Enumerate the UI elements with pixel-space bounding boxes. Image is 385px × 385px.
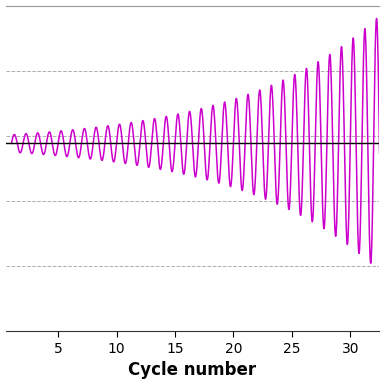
X-axis label: Cycle number: Cycle number <box>129 362 256 380</box>
